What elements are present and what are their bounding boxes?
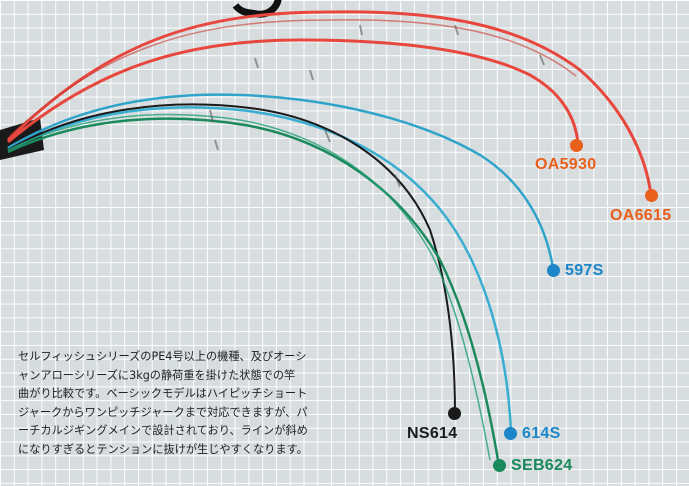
- rod-curve-597s: [7, 93, 555, 269]
- marker-597s: [547, 264, 560, 277]
- marker-614s: [504, 427, 517, 440]
- description-text: セルフィッシュシリーズのPE4号以上の機種、及びオーシ ャンアローシリーズに3k…: [18, 348, 358, 460]
- rod-curve-seb624-alt: [7, 113, 491, 461]
- label-seb624: SEB624: [511, 457, 573, 474]
- label-614s: 614S: [522, 425, 561, 442]
- rod-curve-614s: [7, 106, 513, 434]
- rod-curve-ns614: [7, 103, 456, 414]
- description-line: セルフィッシュシリーズのPE4号以上の機種、及びオーシ: [18, 350, 307, 363]
- label-597s: 597S: [565, 262, 604, 279]
- marker-oa6615: [645, 189, 658, 202]
- marker-seb624: [493, 459, 506, 472]
- label-ns614: NS614: [407, 425, 458, 442]
- description-line: ーチカルジギングメインで設計されており、ラインが斜め: [18, 424, 308, 438]
- label-oa5930: OA5930: [535, 156, 597, 173]
- description-line: ジャークからワンピッチジャークまで対応できますが、パ: [18, 405, 308, 419]
- rod-curve-oa6615: [6, 10, 653, 196]
- rod-curve-seb624: [7, 117, 501, 467]
- label-oa6615: OA6615: [610, 207, 672, 224]
- rod-curve-oa5930: [7, 38, 580, 144]
- description-line: になりすぎるとテンションに抜けが生じやすくなります。: [18, 442, 308, 456]
- marker-ns614: [448, 407, 461, 420]
- description-line: ャンアローシリーズに3kgの静荷重を掛けた状態での竿: [18, 368, 296, 382]
- guide-marks: [209, 24, 545, 188]
- rod-curve-oa6615-shadow: [9, 19, 577, 137]
- marker-oa5930: [570, 139, 583, 152]
- description-line: 曲がり比較です。ベーシックモデルはハイピッチショート: [18, 387, 308, 401]
